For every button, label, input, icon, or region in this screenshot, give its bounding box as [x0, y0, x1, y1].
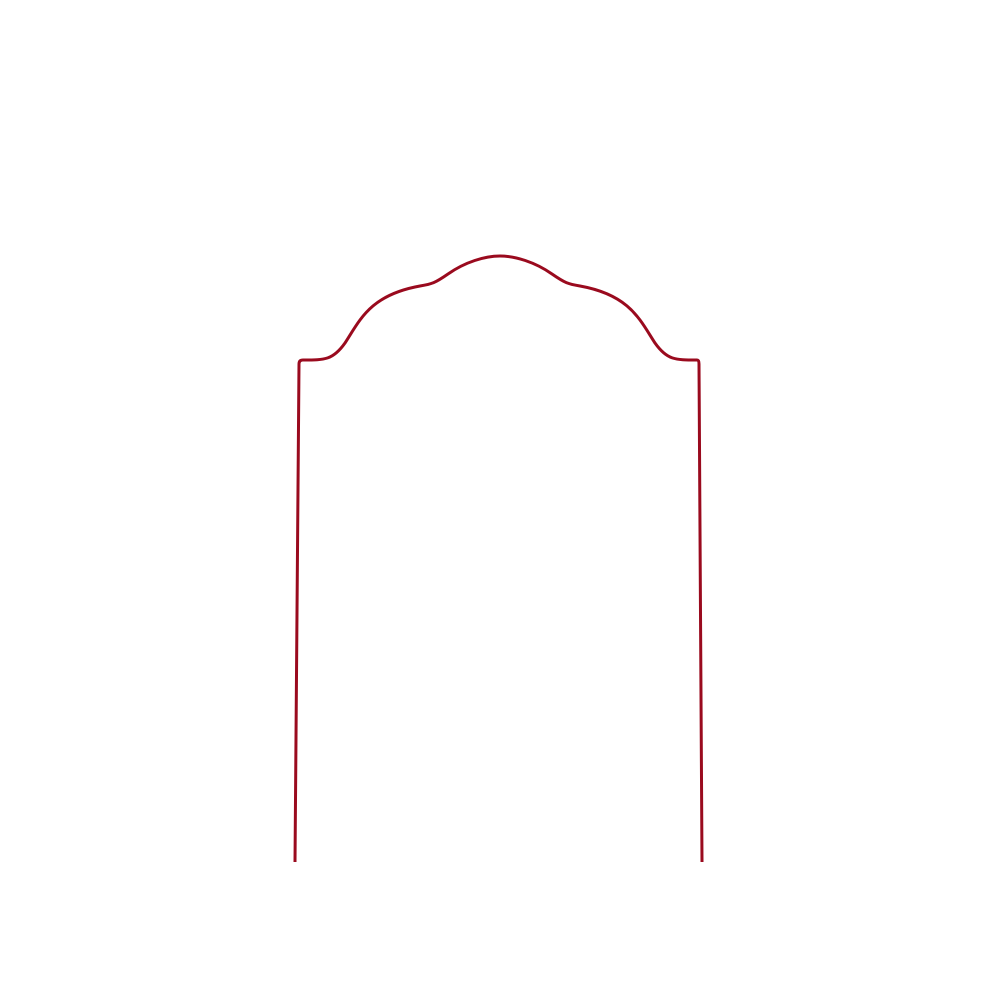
arched-wire-frame [293, 254, 704, 863]
